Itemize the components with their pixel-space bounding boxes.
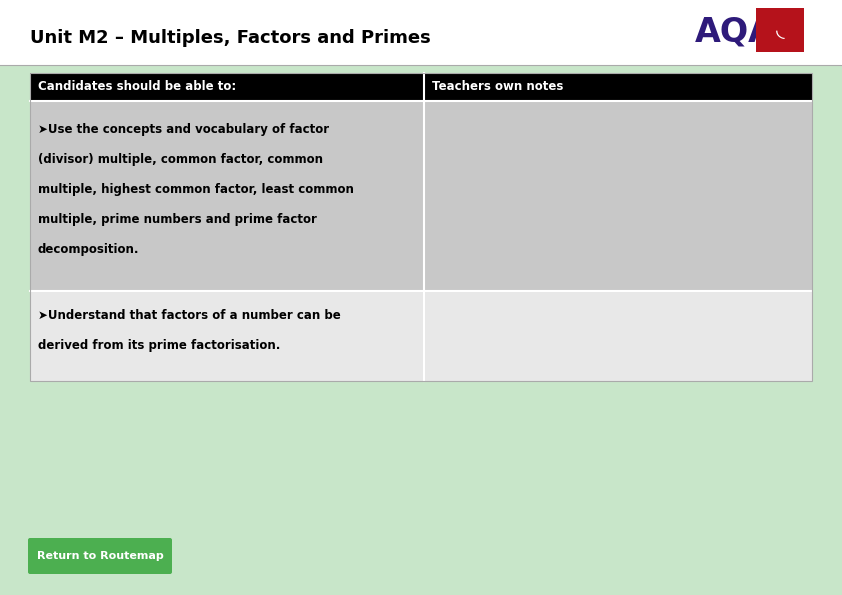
Bar: [424, 73, 812, 101]
Text: AQA: AQA: [695, 15, 775, 49]
Text: ➤Use the concepts and vocabulary of factor: ➤Use the concepts and vocabulary of fact…: [38, 123, 329, 136]
Bar: [756, 8, 804, 52]
FancyBboxPatch shape: [28, 538, 172, 574]
Text: Unit M2 – Multiples, Factors and Primes: Unit M2 – Multiples, Factors and Primes: [30, 29, 431, 47]
Text: Candidates should be able to:: Candidates should be able to:: [38, 80, 237, 93]
Bar: [30, 101, 424, 291]
Bar: [30, 73, 812, 381]
Text: Teachers own notes: Teachers own notes: [432, 80, 563, 93]
Text: multiple, highest common factor, least common: multiple, highest common factor, least c…: [38, 183, 354, 196]
Text: (divisor) multiple, common factor, common: (divisor) multiple, common factor, commo…: [38, 153, 323, 166]
Bar: [30, 73, 424, 101]
Bar: [0, 0, 842, 65]
Text: derived from its prime factorisation.: derived from its prime factorisation.: [38, 339, 280, 352]
Bar: [424, 291, 812, 381]
Text: Return to Routemap: Return to Routemap: [36, 551, 163, 561]
Text: multiple, prime numbers and prime factor: multiple, prime numbers and prime factor: [38, 213, 317, 226]
Text: ➤Understand that factors of a number can be: ➤Understand that factors of a number can…: [38, 309, 341, 322]
Bar: [30, 291, 424, 381]
Text: ◟: ◟: [775, 20, 784, 40]
Text: decomposition.: decomposition.: [38, 243, 140, 256]
Bar: [424, 101, 812, 291]
